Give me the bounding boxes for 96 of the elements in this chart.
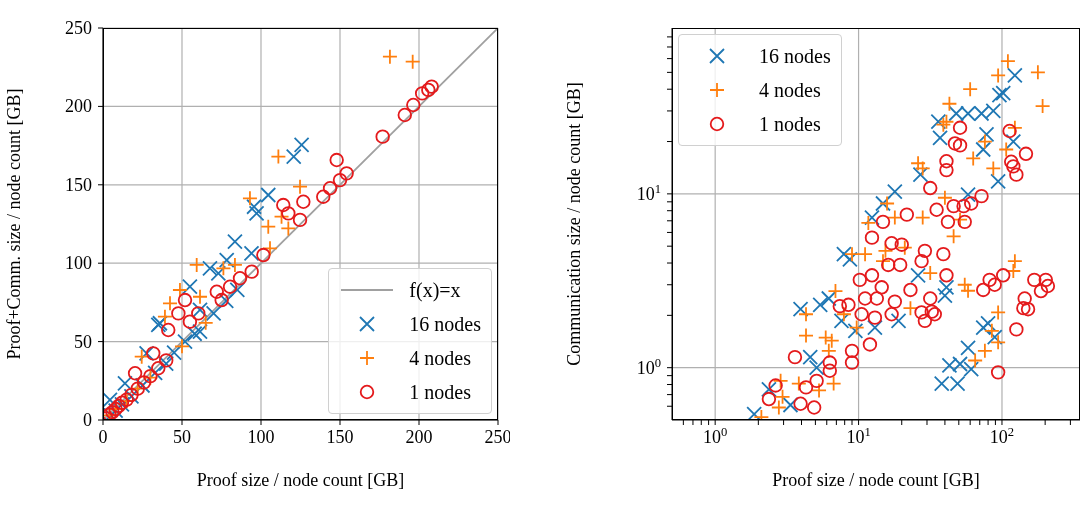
point	[270, 148, 287, 165]
point	[280, 220, 297, 237]
x-axis-title: Proof size / node count [GB]	[772, 470, 980, 490]
point	[192, 288, 208, 305]
point	[397, 107, 412, 123]
legend-label: 1 nodes	[409, 380, 471, 404]
point	[133, 348, 150, 365]
point	[174, 338, 190, 355]
point	[246, 198, 262, 215]
x-tick-label: 100	[247, 427, 275, 447]
y-tick-label: 0	[83, 410, 92, 430]
y-tick-label: 100	[65, 253, 92, 274]
x-tick-label: 50	[173, 427, 191, 447]
legend-label: 16 nodes	[759, 44, 831, 68]
point	[172, 282, 188, 298]
point	[138, 345, 155, 362]
point	[192, 323, 208, 340]
point	[382, 48, 398, 65]
point	[281, 206, 296, 221]
point	[127, 366, 143, 381]
point	[158, 355, 175, 372]
x-tick-label: 150	[326, 427, 354, 447]
point	[188, 257, 205, 273]
point	[151, 361, 166, 376]
point	[186, 325, 203, 342]
point	[202, 260, 218, 277]
y-tick-label: 200	[65, 96, 92, 117]
y-axis-title: Communication size / node count [GB]	[564, 82, 585, 366]
x-tick-label: 200	[405, 427, 433, 447]
point	[222, 279, 238, 294]
point	[229, 281, 246, 298]
point	[244, 264, 259, 279]
point	[421, 82, 436, 98]
point	[248, 205, 265, 222]
point	[177, 292, 193, 308]
point	[227, 257, 243, 273]
point	[177, 333, 193, 350]
point	[296, 194, 311, 209]
legend-label: 1 nodes	[759, 112, 821, 136]
point	[197, 314, 214, 331]
point	[332, 172, 348, 188]
legend-label: f(x)=x	[409, 278, 461, 302]
point	[285, 148, 302, 165]
x-tick-label: 0	[98, 427, 108, 447]
point	[243, 245, 260, 262]
point	[329, 152, 344, 168]
y-tick-label: 50	[74, 331, 92, 352]
x-tick-label: 10$^{2}$	[989, 425, 1015, 447]
y-axis-title: Proof+Comm. size / node count [GB]	[4, 88, 25, 360]
point	[146, 346, 161, 361]
point	[191, 306, 206, 321]
point	[262, 240, 278, 257]
point	[227, 233, 243, 250]
point	[293, 137, 310, 153]
point	[375, 129, 390, 144]
point	[339, 166, 354, 181]
point	[316, 189, 331, 204]
point	[406, 97, 421, 113]
point	[171, 306, 186, 321]
point	[136, 375, 152, 390]
point	[424, 79, 439, 94]
point	[260, 187, 277, 203]
point	[161, 322, 176, 338]
point	[256, 247, 271, 263]
point	[276, 197, 291, 213]
x-tick-label: 10$^{0}$	[703, 425, 728, 447]
point	[147, 365, 164, 381]
point	[209, 284, 224, 299]
point	[292, 212, 308, 228]
point	[260, 218, 277, 235]
point	[117, 375, 133, 392]
point	[242, 190, 258, 207]
point	[159, 353, 174, 368]
x-tick-label: 10$^{1}$	[846, 425, 871, 447]
point	[232, 271, 248, 286]
point	[292, 178, 308, 195]
x-tick-label: 250	[484, 427, 512, 447]
point	[215, 260, 232, 277]
y-tick-label: 250	[65, 18, 92, 38]
legend-label: 4 nodes	[759, 78, 821, 102]
legend-label: 4 nodes	[409, 346, 471, 370]
point	[210, 265, 227, 282]
point	[218, 292, 235, 309]
point	[322, 181, 338, 196]
x-axis-title: Proof size / node count [GB]	[196, 470, 405, 490]
point	[103, 392, 118, 408]
point	[162, 295, 178, 312]
y-tick-label: 150	[65, 174, 92, 195]
point	[182, 314, 198, 329]
point	[182, 278, 198, 295]
point	[166, 344, 182, 361]
point	[214, 292, 229, 308]
point	[414, 86, 430, 101]
legend-label: 16 nodes	[409, 312, 481, 336]
point	[157, 308, 173, 325]
point	[404, 53, 421, 70]
